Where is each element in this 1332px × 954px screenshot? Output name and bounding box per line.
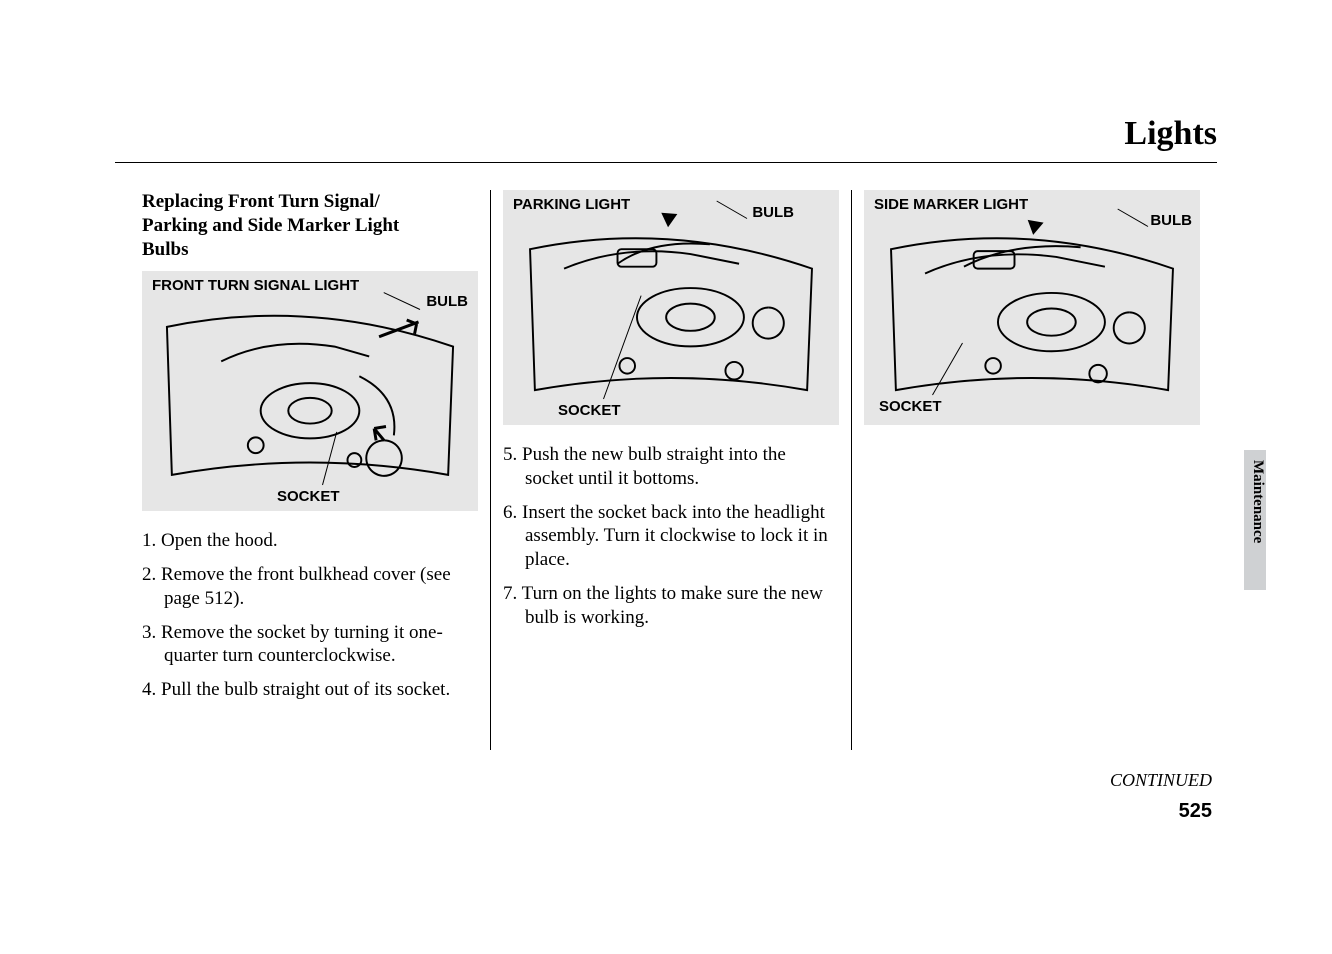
figure-title: FRONT TURN SIGNAL LIGHT [152, 277, 359, 294]
socket-label: SOCKET [277, 488, 340, 505]
continued-label: CONTINUED [1110, 770, 1212, 791]
step-item: 2. Remove the front bulkhead cover (see … [142, 563, 478, 611]
steps-list: 5. Push the new bulb straight into the s… [503, 443, 839, 629]
leader-line [716, 201, 747, 219]
engine-bay-sketch-icon [162, 301, 458, 481]
column-2: PARKING LIGHT BULB SOCKET [490, 190, 851, 750]
socket-label: SOCKET [558, 402, 621, 419]
figure-title: SIDE MARKER LIGHT [874, 196, 1028, 213]
step-item: 3. Remove the socket by turning it one-q… [142, 621, 478, 669]
figure-parking-light: PARKING LIGHT BULB SOCKET [503, 190, 839, 425]
step-item: 7. Turn on the lights to make sure the n… [503, 582, 839, 630]
page-title: Lights [1124, 115, 1217, 153]
section-tab: Maintenance [1244, 450, 1284, 590]
figure-front-turn-signal: FRONT TURN SIGNAL LIGHT BULB SOCKET [142, 271, 478, 511]
figure-side-marker-light: SIDE MARKER LIGHT BULB SOCKET [864, 190, 1200, 425]
column-3: SIDE MARKER LIGHT BULB SOCKET [851, 190, 1212, 750]
subheading: Replacing Front Turn Signal/ Parking and… [142, 190, 478, 261]
figure-title: PARKING LIGHT [513, 196, 630, 213]
socket-label: SOCKET [879, 398, 942, 415]
engine-bay-sketch-icon [523, 220, 819, 395]
title-rule [115, 162, 1217, 163]
engine-bay-sketch-icon [884, 220, 1180, 395]
subheading-line1: Replacing Front Turn Signal/ Parking and… [142, 191, 399, 260]
step-item: 5. Push the new bulb straight into the s… [503, 443, 839, 491]
section-tab-label: Maintenance [1249, 460, 1266, 543]
step-item: 4. Pull the bulb straight out of its soc… [142, 678, 478, 702]
diagram-sketch [523, 220, 819, 395]
bulb-label: BULB [752, 204, 794, 221]
diagram-sketch [884, 220, 1180, 395]
page-number: 525 [1179, 800, 1212, 823]
manual-page: Lights Replacing Front Turn Signal/ Park… [0, 0, 1332, 954]
diagram-sketch [162, 301, 458, 481]
column-1: Replacing Front Turn Signal/ Parking and… [130, 190, 490, 750]
steps-list: 1. Open the hood. 2. Remove the front bu… [142, 529, 478, 702]
content-columns: Replacing Front Turn Signal/ Parking and… [130, 190, 1212, 750]
step-item: 1. Open the hood. [142, 529, 478, 553]
step-item: 6. Insert the socket back into the headl… [503, 501, 839, 572]
